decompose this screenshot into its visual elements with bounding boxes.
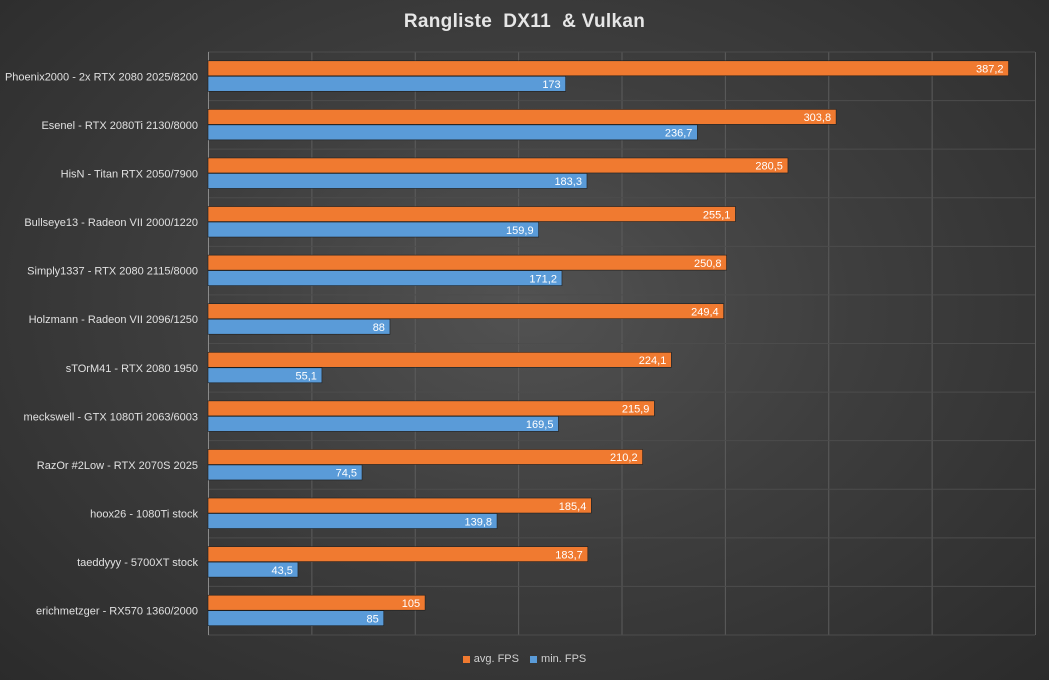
category-label: Simply1337 - RTX 2080 2115/8000 (27, 266, 198, 278)
category-label: taeddyyy - 5700XT stock (77, 557, 198, 569)
bar-min-fps (207, 270, 563, 286)
bar-avg-fps (207, 400, 655, 417)
bar-min-fps (207, 124, 698, 141)
bar-min-fps (207, 610, 385, 627)
data-label-avg-fps: 215,9 (622, 404, 650, 416)
data-label-min-fps: 74,5 (336, 468, 357, 480)
data-label-min-fps: 159,9 (506, 225, 534, 237)
data-label-min-fps: 173 (542, 79, 560, 91)
category-label: RazOr #2Low - RTX 2070S 2025 (37, 460, 198, 472)
bar-min-fps (207, 464, 363, 481)
category-label: Bullseye13 - Radeon VII 2000/1220 (24, 217, 198, 229)
bar-min-fps (207, 318, 391, 335)
data-label-min-fps: 88 (373, 322, 385, 334)
bar-min-fps (207, 513, 498, 529)
data-label-min-fps: 43,5 (272, 565, 293, 577)
category-label: Phoenix2000 - 2x RTX 2080 2025/8200 (5, 71, 198, 83)
data-label-avg-fps: 224,1 (639, 355, 667, 367)
data-label-avg-fps: 210,2 (610, 452, 638, 464)
bar-avg-fps (207, 449, 643, 465)
bar-avg-fps (207, 60, 1009, 77)
data-label-min-fps: 85 (366, 613, 378, 625)
bar-avg-fps (207, 157, 789, 174)
data-label-avg-fps: 303,8 (804, 112, 832, 124)
bar-min-fps (207, 75, 566, 92)
data-label-min-fps: 236,7 (665, 128, 693, 140)
bar-min-fps (207, 367, 323, 384)
bar-avg-fps (207, 546, 589, 562)
data-label-min-fps: 139,8 (465, 516, 493, 528)
category-label: Esenel - RTX 2080Ti 2130/8000 (41, 120, 198, 132)
category-label: erichmetzger - RX570 1360/2000 (36, 606, 198, 618)
legend-item-min: min. FPS (530, 653, 586, 665)
category-label: meckswell - GTX 1080Ti 2063/6003 (24, 411, 198, 423)
data-label-min-fps: 55,1 (295, 371, 316, 383)
category-label: Holzmann - Radeon VII 2096/1250 (29, 314, 198, 326)
data-label-avg-fps: 183,7 (555, 549, 583, 561)
data-label-avg-fps: 250,8 (694, 258, 722, 270)
bar-min-fps (207, 221, 539, 238)
bar-avg-fps (207, 497, 592, 514)
data-label-min-fps: 171,2 (529, 273, 557, 285)
legend: avg. FPS min. FPS (0, 653, 1049, 666)
bar-avg-fps (207, 351, 672, 368)
data-label-avg-fps: 249,4 (691, 306, 719, 318)
legend-item-avg: avg. FPS (462, 653, 519, 665)
chart-title: Rangliste DX11 & Vulkan (403, 11, 646, 32)
bar-avg-fps (207, 303, 724, 320)
data-label-avg-fps: 255,1 (703, 209, 731, 221)
bar-avg-fps (207, 109, 837, 125)
category-label: hoox26 - 1080Ti stock (90, 509, 198, 521)
bar-avg-fps (207, 594, 426, 611)
data-label-avg-fps: 105 (402, 598, 420, 610)
category-label: HisN - Titan RTX 2050/7900 (61, 168, 198, 180)
legend-swatch-min (530, 655, 538, 663)
data-label-avg-fps: 185,4 (559, 501, 587, 513)
bar-min-fps (207, 561, 299, 578)
data-label-min-fps: 169,5 (526, 419, 554, 431)
bar-avg-fps (207, 206, 736, 222)
legend-swatch-avg (462, 655, 470, 663)
category-label: sTOrM41 - RTX 2080 1950 (66, 363, 198, 375)
bar-avg-fps (207, 254, 727, 271)
data-label-min-fps: 183,3 (554, 176, 582, 188)
bar-min-fps (207, 173, 588, 189)
data-label-avg-fps: 387,2 (976, 64, 1004, 76)
data-label-avg-fps: 280,5 (755, 161, 783, 173)
legend-label-avg: avg. FPS (473, 653, 519, 665)
legend-label-min: min. FPS (541, 653, 587, 665)
bar-min-fps (207, 416, 559, 432)
